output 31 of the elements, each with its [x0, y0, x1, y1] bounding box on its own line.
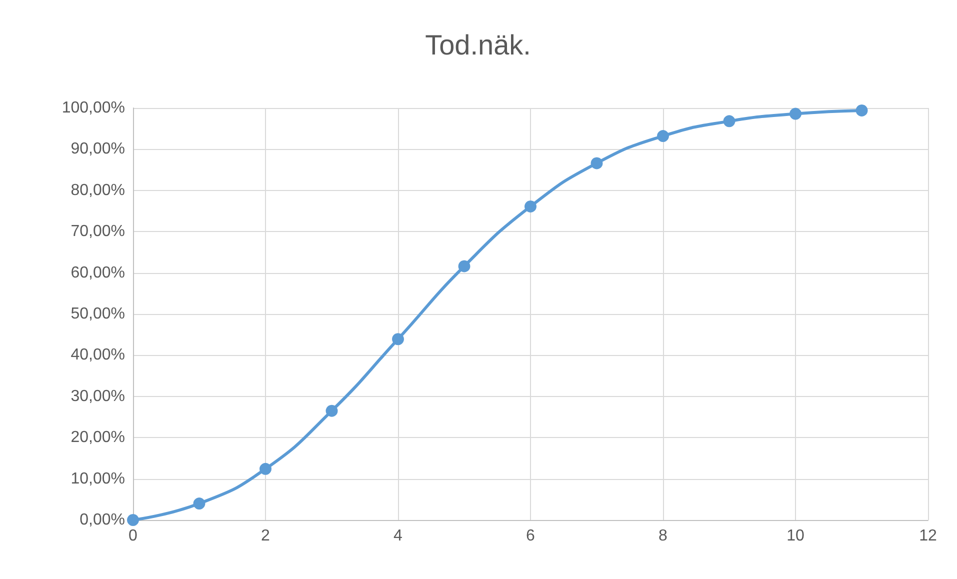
- point: [723, 115, 736, 128]
- y-tick-label: 30,00%: [70, 388, 125, 405]
- point: [524, 200, 536, 212]
- point: [790, 108, 802, 120]
- chart-title: Tod.näk.: [425, 30, 531, 60]
- point: [127, 514, 139, 526]
- y-tick-label: 70,00%: [70, 223, 125, 240]
- y-tick-label: 100,00%: [62, 100, 125, 116]
- point: [590, 157, 603, 170]
- y-tick-label: 80,00%: [70, 182, 125, 199]
- y-tick-label: 50,00%: [70, 306, 125, 322]
- x-tick-label: 0: [128, 528, 138, 544]
- point: [856, 104, 868, 116]
- x-tick-label: 4: [394, 528, 403, 544]
- point: [260, 462, 272, 475]
- point: [392, 333, 404, 346]
- point: [193, 498, 206, 510]
- x-tick-label: 6: [526, 528, 536, 544]
- y-tick-label: 90,00%: [70, 140, 125, 158]
- y-tick-label: 60,00%: [70, 264, 125, 282]
- y-tick-label: 10,00%: [70, 470, 125, 488]
- x-tick-label: 2: [261, 528, 270, 544]
- y-tick-label: 0,00%: [80, 512, 125, 528]
- point: [657, 130, 669, 142]
- x-tick-label: 10: [786, 528, 804, 544]
- x-tick-label: 12: [919, 528, 937, 544]
- point: [326, 404, 338, 417]
- x-tick-label: 8: [658, 528, 668, 544]
- y-tick-label: 20,00%: [70, 429, 125, 446]
- point: [458, 260, 470, 272]
- y-tick-label: 40,00%: [70, 346, 125, 364]
